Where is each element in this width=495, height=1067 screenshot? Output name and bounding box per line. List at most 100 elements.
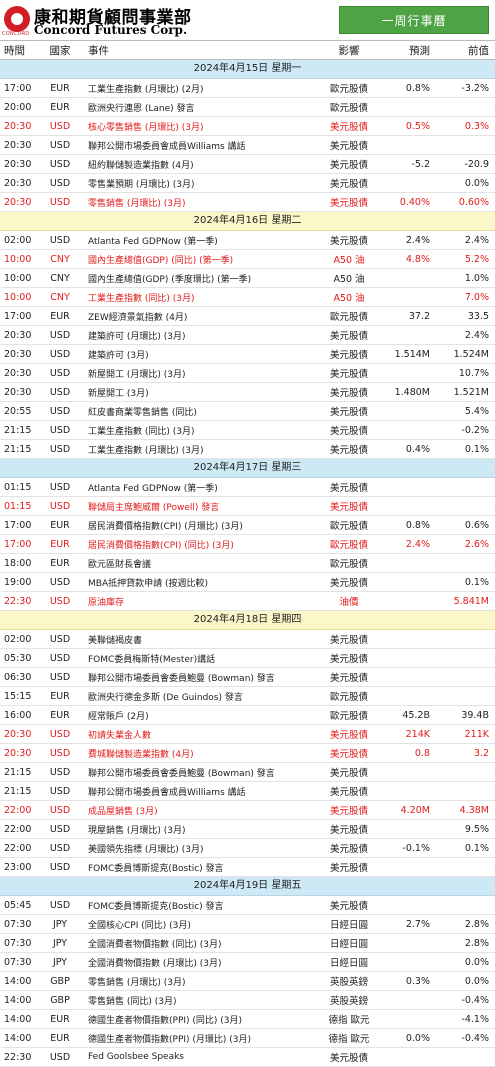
weekly-calendar-title-button[interactable]: 一周行事曆 bbox=[339, 6, 489, 34]
event-name: 工業生產指數 (同比) (3月) bbox=[88, 293, 195, 304]
event-name: 零售銷售 (月環比) (3月) bbox=[88, 977, 186, 988]
event-time: 17:00 bbox=[4, 519, 32, 531]
event-time: 02:00 bbox=[4, 234, 32, 246]
event-time: 17:00 bbox=[4, 538, 32, 550]
event-country: USD bbox=[49, 747, 71, 759]
event-time: 15:15 bbox=[4, 690, 32, 702]
event-row: 20:55 USD 紅皮書商業零售銷售 (同比) 美元股債 5.4% bbox=[0, 402, 495, 421]
event-forecast: 0.8 bbox=[414, 747, 430, 759]
event-name: Atlanta Fed GDPNow (第一季) bbox=[88, 236, 218, 247]
event-impact: 歐元股債 bbox=[329, 84, 368, 95]
event-impact: 美元股債 bbox=[329, 730, 368, 741]
event-forecast: 2.7% bbox=[405, 918, 430, 930]
col-event-header: 事件 bbox=[88, 44, 109, 57]
event-row: 20:30 USD 聯邦公開市場委員會成員Williams 講話 美元股債 bbox=[0, 136, 495, 155]
event-forecast: 2.4% bbox=[405, 538, 430, 550]
event-country: USD bbox=[49, 386, 71, 398]
event-row: 21:15 USD 聯邦公開市場委員會委員鮑曼 (Bowman) 發言 美元股債 bbox=[0, 763, 495, 782]
event-previous: 1.0% bbox=[464, 272, 489, 284]
event-forecast: 45.2B bbox=[402, 709, 430, 721]
event-row: 07:30 JPY 全國消費者物價指數 (同比) (3月) 日經日圓 2.8% bbox=[0, 934, 495, 953]
event-name: 紐約聯儲製造業指數 (4月) bbox=[88, 160, 194, 171]
event-country: USD bbox=[49, 405, 71, 417]
event-time: 20:30 bbox=[4, 196, 32, 208]
event-previous: 9.5% bbox=[464, 823, 489, 835]
event-impact: 美元股債 bbox=[329, 502, 368, 513]
event-row: 07:30 JPY 全國核心CPI (同比) (3月) 日經日圓 2.7% 2.8% bbox=[0, 915, 495, 934]
event-name: 歐洲央行德金多斯 (De Guindos) 發言 bbox=[88, 692, 243, 703]
event-row: 01:15 USD 聯儲局主席鮑威爾 (Powell) 發言 美元股債 bbox=[0, 497, 495, 516]
event-impact: 歐元股債 bbox=[329, 521, 368, 532]
event-name: 原油庫存 bbox=[88, 597, 125, 608]
event-name: ZEW經濟景氣指數 (4月) bbox=[88, 312, 188, 323]
event-row: 22:00 USD 現屋銷售 (月環比) (3月) 美元股債 9.5% bbox=[0, 820, 495, 839]
event-row: 17:00 EUR 居民消費價格指數(CPI) (月環比) (3月) 歐元股債 0.8%… bbox=[0, 516, 495, 535]
event-row: 01:15 USD Atlanta Fed GDPNow (第一季) 美元股債 bbox=[0, 478, 495, 497]
calendar-table: 2024年4月15日 星期一 17:00 EUR 工業生產指數 (月環比) (2月) 歐… bbox=[0, 60, 495, 1067]
event-time: 20:30 bbox=[4, 386, 32, 398]
event-impact: 美元股債 bbox=[329, 863, 368, 874]
event-name: 歐洲央行連恩 (Lane) 發言 bbox=[88, 103, 195, 114]
event-impact: 美元股債 bbox=[329, 407, 368, 418]
event-previous: 2.8% bbox=[464, 937, 489, 949]
date-header-row: 2024年4月15日 星期一 bbox=[0, 60, 495, 79]
event-time: 05:45 bbox=[4, 899, 32, 911]
brand-name-en: Concord Futures Corp. bbox=[34, 23, 188, 37]
event-impact: 英股英鎊 bbox=[329, 996, 368, 1007]
event-row: 20:30 USD 建築許可 (月環比) (3月) 美元股債 2.4% bbox=[0, 326, 495, 345]
event-time: 07:30 bbox=[4, 937, 32, 949]
event-name: MBA抵押貸款申請 (按週比較) bbox=[88, 578, 208, 589]
event-name: 零售業預期 (月環比) (3月) bbox=[88, 179, 195, 190]
event-impact: 美元股債 bbox=[329, 198, 368, 209]
event-impact: 歐元股債 bbox=[329, 711, 368, 722]
event-impact: 美元股債 bbox=[329, 141, 368, 152]
event-time: 19:00 bbox=[4, 576, 32, 588]
brand-name-zh: 康和期貨顧問事業部 bbox=[34, 8, 192, 28]
event-country: USD bbox=[49, 899, 71, 911]
event-country: EUR bbox=[50, 690, 70, 702]
event-time: 21:15 bbox=[4, 785, 32, 797]
event-time: 14:00 bbox=[4, 1013, 32, 1025]
event-country: USD bbox=[49, 234, 71, 246]
event-impact: 美元股債 bbox=[329, 483, 368, 494]
event-impact: 美元股債 bbox=[329, 331, 368, 342]
event-forecast: 214K bbox=[405, 728, 430, 740]
event-impact: 美元股債 bbox=[329, 749, 368, 760]
event-time: 21:15 bbox=[4, 424, 32, 436]
event-impact: 美元股債 bbox=[329, 388, 368, 399]
event-forecast: -0.1% bbox=[402, 842, 430, 854]
event-country: CNY bbox=[50, 253, 70, 265]
col-previous-header: 前值 bbox=[468, 44, 489, 57]
event-country: CNY bbox=[50, 272, 70, 284]
event-name: 成品屋銷售 (3月) bbox=[88, 806, 158, 817]
event-country: USD bbox=[49, 348, 71, 360]
event-country: EUR bbox=[50, 101, 70, 113]
event-previous: 0.1% bbox=[464, 576, 489, 588]
event-previous: 0.0% bbox=[464, 956, 489, 968]
event-time: 14:00 bbox=[4, 994, 32, 1006]
event-country: USD bbox=[49, 576, 71, 588]
event-impact: 美元股債 bbox=[329, 179, 368, 190]
event-row: 02:00 USD 美聯儲褐皮書 美元股債 bbox=[0, 630, 495, 649]
event-time: 20:00 bbox=[4, 101, 32, 113]
event-impact: 美元股債 bbox=[329, 844, 368, 855]
event-time: 20:55 bbox=[4, 405, 32, 417]
event-forecast: 0.5% bbox=[405, 120, 430, 132]
event-impact: 美元股債 bbox=[329, 122, 368, 133]
event-country: CNY bbox=[50, 291, 70, 303]
event-row: 10:00 CNY 國內生產總值(GDP) (同比) (第一季) A50 油 4.8% 5… bbox=[0, 250, 495, 269]
event-time: 01:15 bbox=[4, 481, 32, 493]
event-name: 國內生產總值(GDP) (季度環比) (第一季) bbox=[88, 274, 252, 285]
event-name: 歐元區財長會議 bbox=[88, 559, 152, 570]
logo-mark-text: CONCORD bbox=[2, 31, 30, 37]
event-name: Atlanta Fed GDPNow (第一季) bbox=[88, 483, 218, 494]
event-row: 21:15 USD 聯邦公開市場委員會成員Williams 講話 美元股債 bbox=[0, 782, 495, 801]
event-country: EUR bbox=[50, 538, 70, 550]
event-time: 14:00 bbox=[4, 1032, 32, 1044]
event-previous: 7.0% bbox=[464, 291, 489, 303]
event-name: 美國領先指標 (月環比) (3月) bbox=[88, 844, 204, 855]
event-forecast: 0.40% bbox=[399, 196, 430, 208]
event-country: JPY bbox=[52, 937, 68, 949]
event-row: 20:30 USD 零售業預期 (月環比) (3月) 美元股債 0.0% bbox=[0, 174, 495, 193]
event-row: 22:30 USD 原油庫存 油價 5.841M bbox=[0, 592, 495, 611]
